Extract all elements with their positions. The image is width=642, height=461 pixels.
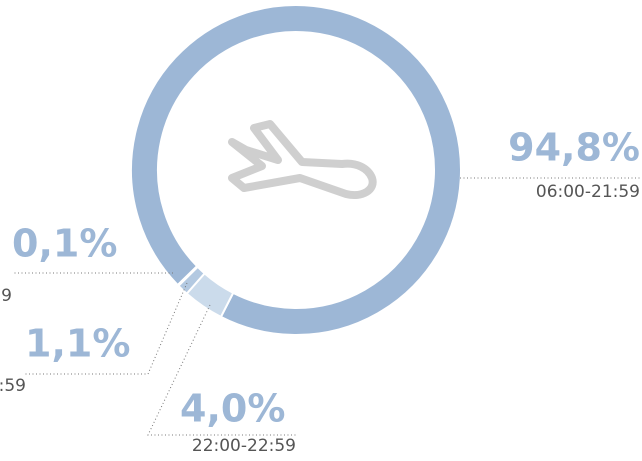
airplane-icon <box>228 120 377 199</box>
value-label: 4,0% <box>180 387 285 431</box>
category-label: 23:00-23:59 <box>0 376 26 396</box>
donut-slice <box>176 264 200 288</box>
value-label: 94,8% <box>508 126 640 170</box>
category-label: 00:00-05:59 <box>0 286 12 306</box>
leader-line <box>147 304 296 436</box>
donut-slice <box>130 4 462 336</box>
category-label: 22:00-22:59 <box>192 436 296 456</box>
value-label: 1,1% <box>25 322 130 366</box>
value-label: 0,1% <box>12 222 117 266</box>
category-label: 06:00-21:59 <box>536 182 640 202</box>
